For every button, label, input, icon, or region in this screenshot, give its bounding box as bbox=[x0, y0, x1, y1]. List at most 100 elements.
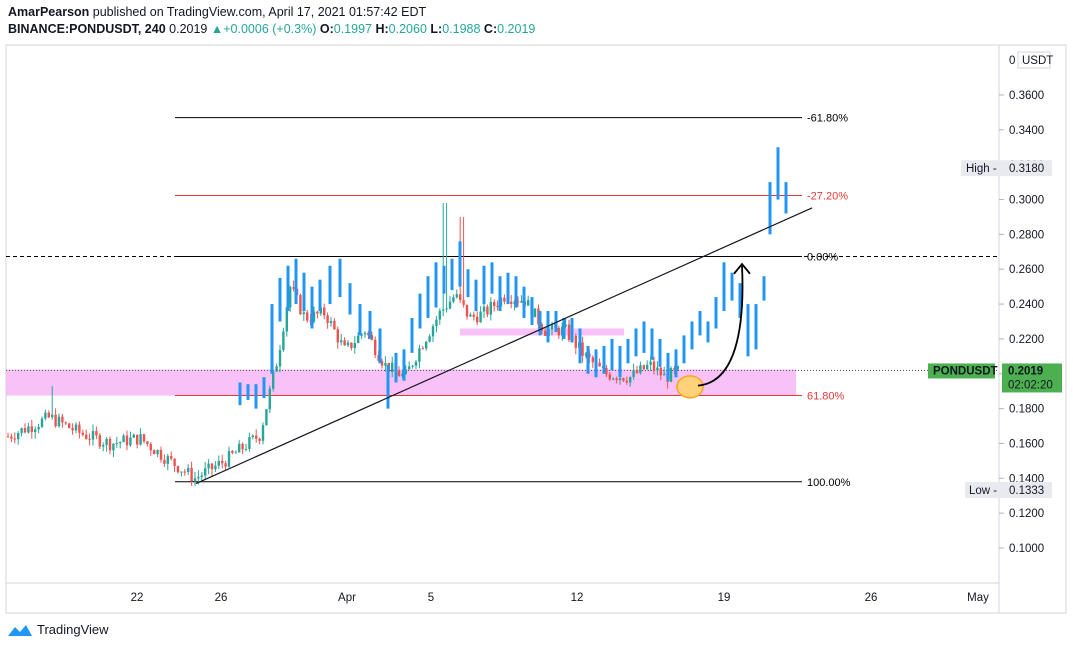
tradingview-logo[interactable]: TradingView bbox=[7, 622, 109, 637]
candle-body bbox=[44, 412, 47, 419]
high-marker-label: High - bbox=[966, 163, 997, 175]
candle-body bbox=[673, 368, 676, 370]
y-tick-label: 0.3000 bbox=[1009, 195, 1044, 207]
projection-bar bbox=[458, 241, 462, 287]
projection-bar bbox=[602, 345, 606, 374]
x-tick-label: 22 bbox=[131, 592, 144, 604]
candle-body bbox=[625, 380, 628, 383]
y-tick-label: 0.2600 bbox=[1009, 264, 1044, 276]
candle-body bbox=[193, 478, 197, 482]
candle-body bbox=[13, 438, 16, 440]
low-marker-label: Low - bbox=[969, 485, 997, 497]
projection-bar bbox=[450, 258, 454, 291]
candle-body bbox=[251, 435, 254, 437]
candle-body bbox=[425, 341, 428, 349]
candle-body bbox=[516, 301, 520, 303]
candle-body bbox=[605, 368, 608, 375]
fib-level-label: 61.80% bbox=[807, 391, 845, 403]
candle-body bbox=[622, 378, 625, 381]
projection-bar bbox=[578, 328, 582, 364]
candle-body bbox=[510, 301, 513, 304]
projection-bar bbox=[698, 311, 702, 336]
last-price-box bbox=[1002, 363, 1062, 393]
projection-bar bbox=[466, 269, 470, 298]
y-tick-label: 0.2800 bbox=[1009, 229, 1044, 241]
candle-body bbox=[384, 362, 387, 366]
arrow-head-icon bbox=[733, 262, 751, 275]
candle-body bbox=[584, 353, 588, 356]
candle-body bbox=[17, 433, 20, 440]
projection-bar bbox=[714, 297, 718, 329]
candle-body bbox=[255, 435, 258, 439]
candle-body bbox=[81, 432, 84, 435]
candle-body bbox=[527, 300, 530, 306]
candle-body bbox=[442, 309, 445, 311]
currency-label: USDT bbox=[1022, 55, 1053, 67]
open-label: O: bbox=[319, 22, 334, 36]
close-value: 0.2019 bbox=[497, 22, 536, 36]
candle-body bbox=[550, 323, 554, 330]
projection-bar bbox=[562, 318, 566, 339]
candle-body bbox=[360, 334, 363, 336]
low-value: 0.1988 bbox=[442, 22, 481, 36]
high-marker-box bbox=[961, 160, 1052, 177]
projection-bar bbox=[246, 384, 250, 400]
projection-bar bbox=[706, 321, 710, 343]
candle-body bbox=[40, 418, 44, 427]
candle-body bbox=[57, 416, 61, 427]
candle-body bbox=[629, 376, 632, 383]
candle-body bbox=[166, 456, 169, 464]
projection-bar bbox=[318, 279, 322, 312]
candle-body bbox=[676, 366, 679, 370]
bar-countdown: 02:02:20 bbox=[1008, 379, 1053, 391]
projection-bar bbox=[490, 262, 494, 294]
projection-bar bbox=[506, 272, 510, 305]
projection-bar bbox=[642, 321, 646, 353]
projection-bar bbox=[674, 349, 678, 378]
x-tick-label: May bbox=[967, 592, 989, 604]
candle-body bbox=[397, 370, 401, 377]
projection-bar bbox=[386, 365, 390, 409]
candle-body bbox=[316, 311, 319, 314]
symbol-name[interactable]: BINANCE:PONDUSDT, 240 bbox=[8, 22, 166, 36]
candle-body bbox=[632, 370, 635, 377]
candle-body bbox=[455, 294, 458, 298]
projection-bar bbox=[286, 265, 290, 312]
projection-bar bbox=[666, 352, 670, 381]
projection-bar bbox=[418, 293, 422, 329]
candle-body bbox=[37, 426, 40, 430]
candle-body bbox=[64, 422, 67, 424]
candle-body bbox=[343, 340, 346, 346]
candle-body bbox=[248, 436, 251, 449]
candle-body bbox=[136, 434, 139, 445]
author-name[interactable]: AmarPearson bbox=[8, 5, 90, 19]
candle-body bbox=[71, 428, 74, 431]
y-tick-label: 0.1600 bbox=[1009, 438, 1044, 450]
y-tick-label: 0.3600 bbox=[1009, 90, 1044, 102]
projection-bar bbox=[538, 311, 542, 336]
candle-body bbox=[408, 366, 411, 370]
candle-body bbox=[88, 438, 91, 440]
candle-body bbox=[302, 312, 305, 315]
projection-bar bbox=[754, 304, 758, 350]
candle-body bbox=[414, 361, 418, 366]
candle-body bbox=[68, 423, 71, 429]
ohlc-legend: BINANCE:PONDUSDT, 240 0.2019 ▲+0.0006 (+… bbox=[8, 22, 535, 36]
candle-body bbox=[503, 297, 506, 302]
candle-body bbox=[493, 302, 496, 306]
candle-body bbox=[20, 428, 23, 434]
y-tick-label: 0.1000 bbox=[1009, 543, 1044, 555]
projection-bar bbox=[338, 258, 342, 298]
candle-body bbox=[54, 414, 57, 427]
candle-body bbox=[112, 443, 115, 451]
price-change: +0.0006 (+0.3%) bbox=[223, 22, 317, 36]
candle-body bbox=[459, 294, 462, 301]
candle-body bbox=[649, 361, 652, 365]
candle-body bbox=[91, 431, 95, 440]
projection-bar bbox=[522, 286, 526, 319]
projection-bar bbox=[554, 311, 558, 332]
candle-body bbox=[125, 435, 129, 446]
projection-bar bbox=[730, 272, 734, 301]
projection-bar bbox=[586, 345, 590, 374]
